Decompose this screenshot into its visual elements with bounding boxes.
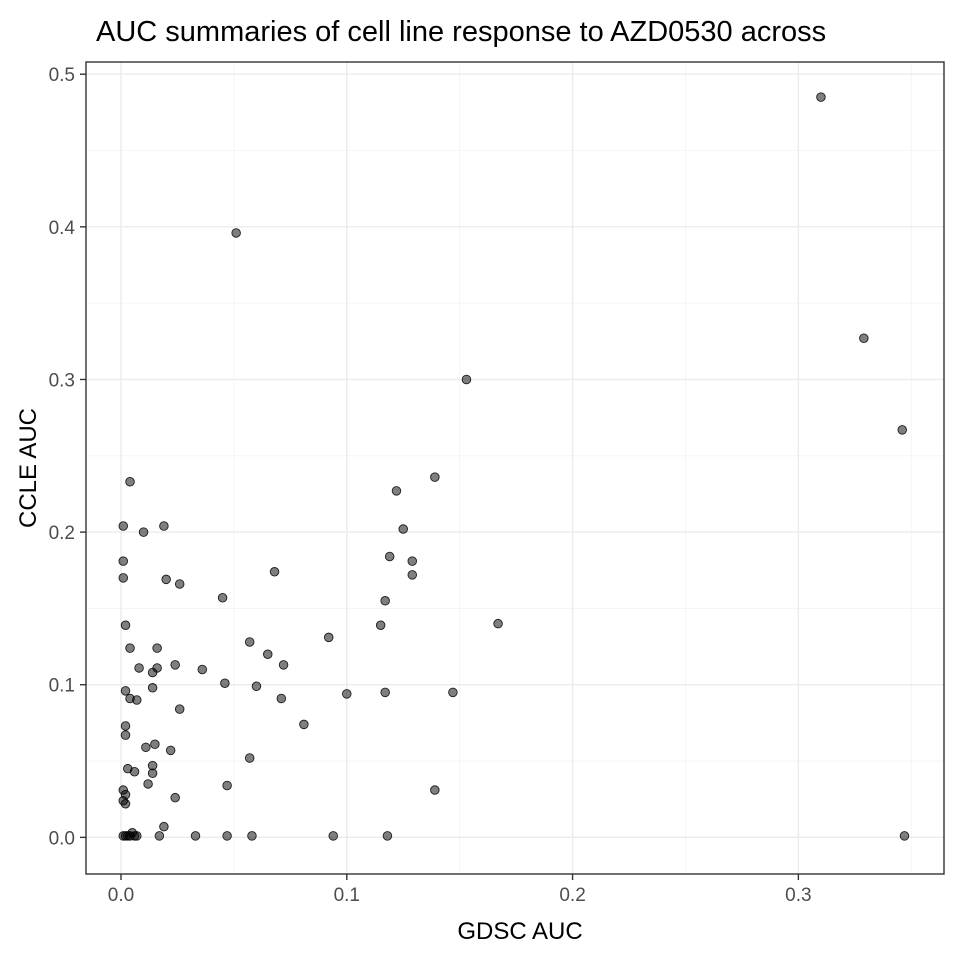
data-point <box>147 768 158 779</box>
data-point <box>407 570 418 580</box>
data-point <box>217 592 228 603</box>
data-point <box>134 663 144 673</box>
data-point <box>461 374 472 385</box>
data-point <box>143 779 153 789</box>
data-point <box>899 831 910 841</box>
data-point <box>493 618 503 629</box>
x-tick-label: 0.1 <box>334 885 360 906</box>
chart-title: AUC summaries of cell line response to A… <box>96 16 826 48</box>
data-points <box>118 92 910 841</box>
data-point <box>132 695 142 705</box>
y-tick-label: 0.1 <box>49 676 75 697</box>
data-point <box>263 649 273 659</box>
data-point <box>398 524 408 534</box>
data-point <box>120 799 131 809</box>
data-point <box>118 521 129 531</box>
data-point <box>244 753 255 763</box>
data-point <box>247 831 257 841</box>
data-point <box>129 766 140 777</box>
y-tick-label: 0.4 <box>49 218 76 239</box>
y-tick-label: 0.3 <box>49 370 75 391</box>
x-axis-title: GDSC AUC <box>457 918 582 945</box>
y-tick-label: 0.5 <box>49 65 75 86</box>
data-point <box>380 687 390 698</box>
data-point <box>278 660 289 670</box>
data-point <box>859 333 869 344</box>
data-point <box>170 660 180 670</box>
data-point <box>174 579 185 589</box>
data-point <box>897 425 907 435</box>
x-tick-label: 0.2 <box>559 885 585 906</box>
data-point <box>147 667 158 678</box>
data-point <box>197 664 208 675</box>
data-point <box>190 831 201 841</box>
data-point <box>222 831 232 841</box>
data-point <box>430 785 440 795</box>
data-point <box>244 637 255 647</box>
data-point <box>150 739 160 750</box>
data-point <box>299 719 309 730</box>
data-point <box>391 486 402 496</box>
data-point <box>141 742 151 753</box>
axis-ticks: 0.0 0.1 0.2 0.3 0.0 0.1 0.2 0.3 0.4 0.5 <box>49 65 812 906</box>
y-axis-title: CCLE AUC <box>15 408 42 528</box>
data-point <box>328 831 338 841</box>
data-point <box>323 632 334 643</box>
data-point <box>120 620 131 630</box>
data-point <box>138 527 149 537</box>
data-point <box>174 704 185 714</box>
data-point <box>120 730 131 740</box>
data-point <box>118 556 129 566</box>
plot-panel <box>85 61 945 875</box>
data-point <box>342 689 352 699</box>
y-tick-label: 0.0 <box>49 828 75 849</box>
data-point <box>380 596 390 606</box>
data-point <box>816 92 826 102</box>
data-point <box>125 476 135 487</box>
data-point <box>125 643 135 653</box>
data-point <box>231 228 241 238</box>
x-tick-label: 0.0 <box>108 885 134 906</box>
data-point <box>132 831 142 841</box>
data-point <box>382 831 393 841</box>
x-tick-label: 0.3 <box>785 885 811 906</box>
data-point <box>448 687 458 698</box>
data-point <box>159 821 169 832</box>
data-point <box>222 780 232 791</box>
data-point <box>430 472 440 482</box>
data-point <box>170 792 180 803</box>
data-point <box>118 573 129 583</box>
data-point <box>251 681 262 692</box>
grid-lines <box>86 62 944 874</box>
data-point <box>161 574 171 585</box>
data-point <box>269 567 280 577</box>
data-point <box>165 745 176 756</box>
data-point <box>220 678 230 688</box>
data-point <box>152 643 162 653</box>
data-point <box>147 683 158 693</box>
data-point <box>154 831 165 841</box>
data-point <box>407 556 418 566</box>
data-point <box>384 551 395 562</box>
data-point <box>159 521 169 531</box>
data-point <box>120 686 131 696</box>
data-point <box>120 721 131 731</box>
y-tick-label: 0.2 <box>49 523 75 544</box>
data-point <box>375 620 386 630</box>
data-point <box>276 693 287 704</box>
